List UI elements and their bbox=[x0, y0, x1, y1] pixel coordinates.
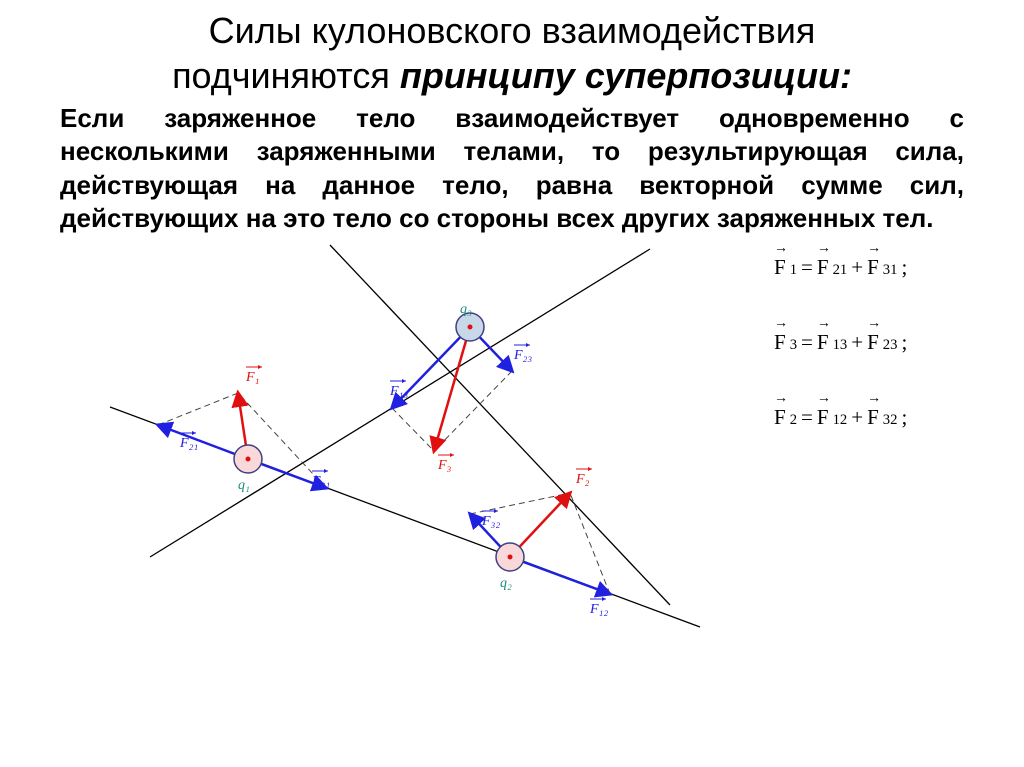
svg-text:F₂₁: F₂₁ bbox=[179, 436, 198, 451]
force-diagram: F₂₁ F₃₁ F₁₃ F₂₃ F₃₂ F₁₂ F₁ F₃ F₂ q₁ q₂ q₃ bbox=[90, 235, 710, 635]
eq1-a: F bbox=[817, 255, 829, 279]
title-line1: Силы кулоновского взаимодействия bbox=[209, 10, 816, 51]
title-line2-pre: подчиняются bbox=[172, 55, 400, 96]
eq1-b: F bbox=[867, 255, 879, 279]
svg-text:F₃: F₃ bbox=[437, 458, 452, 473]
svg-text:F₃₂: F₃₂ bbox=[481, 514, 500, 529]
parallelogram-dashes bbox=[158, 371, 610, 594]
svg-text:F₁: F₁ bbox=[245, 370, 259, 385]
title-line2-em: принципу суперпозиции: bbox=[400, 55, 852, 96]
eq3-a: F bbox=[817, 405, 829, 429]
slide-title: Силы кулоновского взаимодействия подчиня… bbox=[0, 0, 1024, 98]
charges bbox=[234, 313, 524, 571]
equation-2: F3 = F13 + F23; bbox=[774, 330, 984, 355]
construction-lines bbox=[110, 245, 700, 627]
equation-3: F2 = F12 + F32; bbox=[774, 405, 984, 430]
svg-text:q₁: q₁ bbox=[238, 478, 250, 493]
eq2-lhs: F bbox=[774, 330, 786, 354]
body-text: Если заряженное тело взаимодействует одн… bbox=[0, 98, 1024, 235]
eq2-a: F bbox=[817, 330, 829, 354]
eq3-lhs: F bbox=[774, 405, 786, 429]
eq1-lhs: F bbox=[774, 255, 786, 279]
component-force-vectors bbox=[158, 327, 610, 594]
svg-text:F₁₂: F₁₂ bbox=[589, 602, 608, 617]
eq2-b: F bbox=[867, 330, 879, 354]
svg-text:q₃: q₃ bbox=[460, 302, 472, 317]
svg-text:F₂₃: F₂₃ bbox=[513, 348, 532, 363]
eq3-b: F bbox=[867, 405, 879, 429]
equations: F1 = F21 + F31; F3 = F13 + F23; F2 = F12… bbox=[774, 255, 984, 480]
svg-text:F₂: F₂ bbox=[575, 472, 590, 487]
svg-text:q₂: q₂ bbox=[500, 576, 512, 591]
svg-text:F₁₃: F₁₃ bbox=[389, 384, 408, 399]
figure-area: F₂₁ F₃₁ F₁₃ F₂₃ F₃₂ F₁₂ F₁ F₃ F₂ q₁ q₂ q₃ F1 = F21 … bbox=[0, 235, 1024, 655]
svg-text:F₃₁: F₃₁ bbox=[311, 474, 330, 489]
equation-1: F1 = F21 + F31; bbox=[774, 255, 984, 280]
